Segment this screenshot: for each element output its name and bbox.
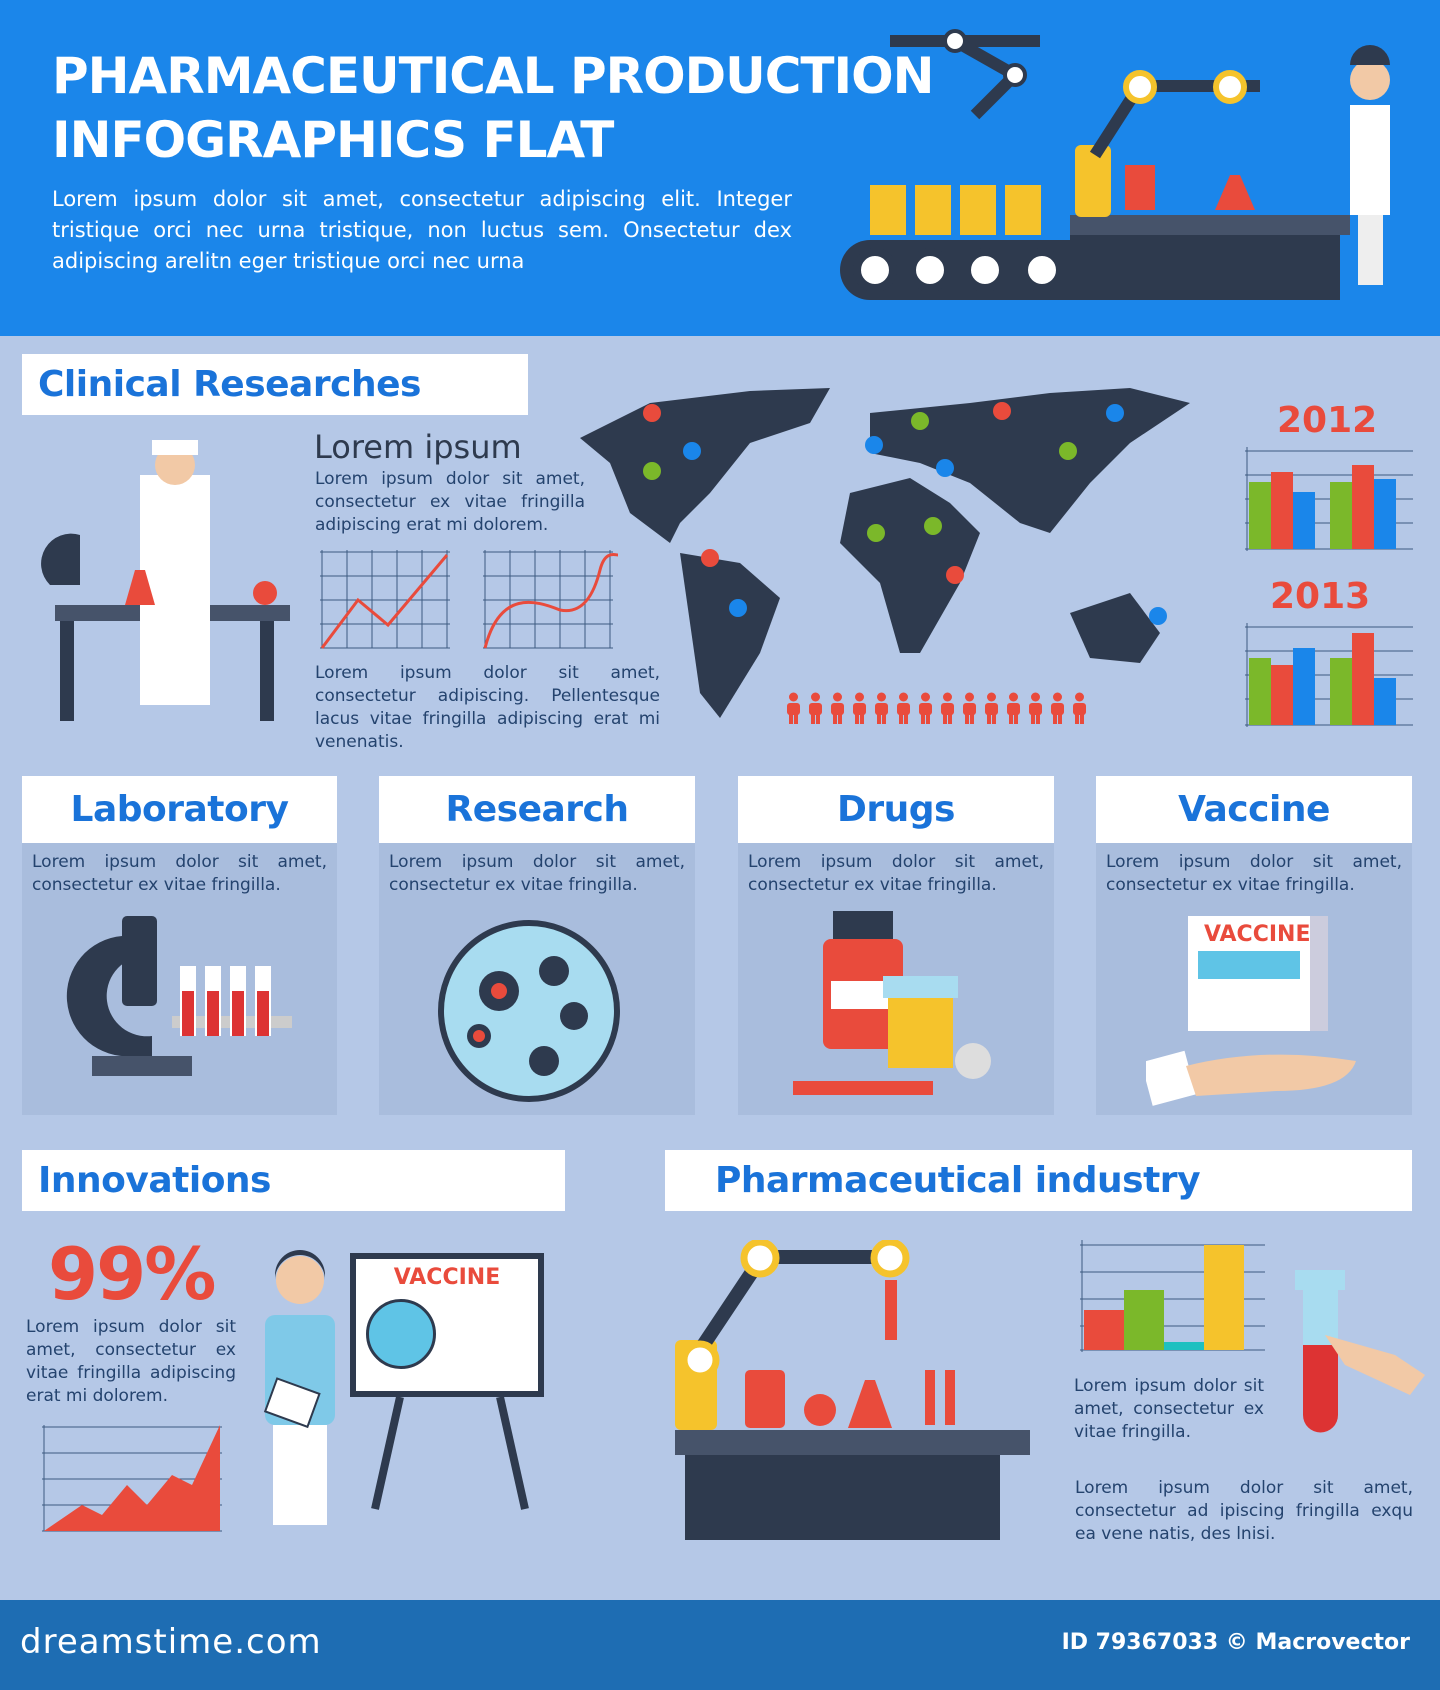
industry-text-2: Lorem ipsum dolor sit amet, consectetur … — [1075, 1478, 1413, 1544]
chart-line-2 — [483, 552, 619, 649]
card-vaccine: Vaccine Lorem ipsum dolor sit amet, cons… — [1096, 776, 1412, 1115]
pharma-industry-banner: Pharmaceutical industry — [665, 1150, 1412, 1211]
map-pins — [643, 402, 1167, 625]
card-text: Lorem ipsum dolor sit amet, consectetur … — [32, 852, 327, 895]
people-row — [785, 692, 1088, 724]
robotic-arm-lab-illustration — [675, 1240, 1030, 1540]
hand-icon — [1146, 1050, 1356, 1106]
world-map — [580, 388, 1190, 718]
chart-line-1 — [320, 554, 449, 649]
clinical-researches-banner: Clinical Researches — [22, 354, 528, 415]
bar-chart-2013 — [1245, 623, 1413, 727]
innovations-banner: Innovations — [22, 1150, 565, 1211]
person-icon — [787, 692, 800, 724]
page-subtitle: Lorem ipsum dolor sit amet, consectetur … — [52, 187, 792, 273]
person-icon — [941, 692, 954, 724]
person-icon — [809, 692, 822, 724]
card-title: Drugs — [738, 776, 1054, 843]
vaccine-box-label: VACCINE — [1204, 922, 1311, 947]
card-text: Lorem ipsum dolor sit amet, consectetur … — [389, 852, 685, 895]
area-chart — [42, 1425, 222, 1532]
bar-chart-2012 — [1245, 447, 1413, 551]
clinical-text-2: Lorem ipsum dolor sit amet, consectetur … — [315, 663, 660, 752]
person-icon — [1051, 692, 1064, 724]
person-icon — [897, 692, 910, 724]
person-icon — [1073, 692, 1086, 724]
drugs-icon — [793, 911, 991, 1095]
test-tube-hand-illustration — [1295, 1270, 1425, 1433]
footer-credit: ID 79367033 © Macrovector — [1061, 1630, 1410, 1655]
person-icon — [853, 692, 866, 724]
person-icon — [831, 692, 844, 724]
vaccine-board: VACCINE — [350, 1253, 544, 1397]
card-title: Vaccine — [1096, 776, 1412, 843]
microscope-icon — [66, 916, 292, 1076]
footer: dreamstime.com ID 79367033 © Macrovector — [0, 1600, 1440, 1690]
petri-dish-icon — [438, 920, 620, 1102]
innovations-text: Lorem ipsum dolor sit amet, consectetur … — [26, 1317, 236, 1406]
footer-brand: dreamstime.com — [20, 1622, 322, 1662]
person-icon — [963, 692, 976, 724]
production-line-illustration — [840, 29, 1390, 300]
header-banner: PHARMACEUTICAL PRODUCTION INFOGRAPHICS F… — [0, 0, 1440, 336]
card-text: Lorem ipsum dolor sit amet, consectetur … — [1106, 852, 1402, 895]
card-research: Research Lorem ipsum dolor sit amet, con… — [379, 776, 695, 1115]
clinical-text-1: Lorem ipsum dolor sit amet, consectetur … — [315, 469, 585, 535]
card-laboratory: Laboratory Lorem ipsum dolor sit amet, c… — [22, 776, 337, 1115]
person-icon — [875, 692, 888, 724]
card-title: Laboratory — [22, 776, 337, 843]
industry-bar-chart — [1080, 1240, 1265, 1352]
innovations-percent: 99% — [48, 1232, 216, 1316]
person-icon — [919, 692, 932, 724]
page-title: PHARMACEUTICAL PRODUCTION INFOGRAPHICS F… — [52, 47, 934, 169]
person-icon — [1007, 692, 1020, 724]
easel-legs — [371, 1397, 529, 1510]
clinical-heading: Lorem ipsum — [314, 428, 522, 466]
card-text: Lorem ipsum dolor sit amet, consectetur … — [748, 852, 1044, 895]
industry-text-1: Lorem ipsum dolor sit amet, consectetur … — [1074, 1376, 1264, 1442]
year-2012: 2012 — [1277, 400, 1378, 441]
card-drugs: Drugs Lorem ipsum dolor sit amet, consec… — [738, 776, 1054, 1115]
doctor-woman-illustration — [263, 1250, 335, 1525]
person-icon — [985, 692, 998, 724]
vaccine-box: VACCINE — [1188, 916, 1328, 1031]
area-fill — [44, 1425, 220, 1531]
lab-scientist-illustration — [41, 440, 290, 721]
board-label: VACCINE — [393, 1265, 501, 1290]
year-2013: 2013 — [1270, 576, 1371, 617]
line-charts — [320, 550, 619, 649]
card-title: Research — [379, 776, 695, 843]
person-icon — [1029, 692, 1042, 724]
